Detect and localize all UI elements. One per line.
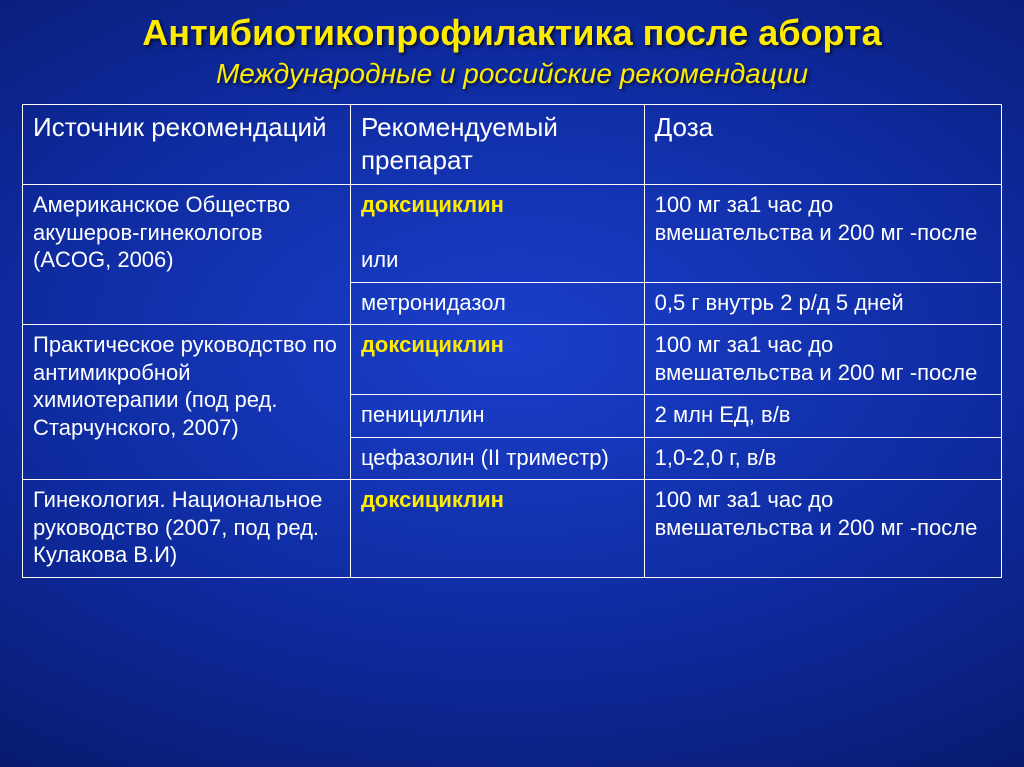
table-header-row: Источник рекомендаций Рекомендуемый преп… — [23, 105, 1002, 185]
slide-container: Антибиотикопрофилактика после аборта Меж… — [0, 0, 1024, 578]
cell-drug: цефазолин (II триместр) — [350, 437, 644, 480]
cell-drug: метронидазол — [350, 282, 644, 325]
header-source: Источник рекомендаций — [23, 105, 351, 185]
cell-dose: 100 мг за1 час до вмешательства и 200 мг… — [644, 185, 1001, 283]
table-row: Гинекология. Национальное руководство (2… — [23, 480, 1002, 578]
drug-highlight: доксициклин — [361, 332, 504, 357]
cell-drug: доксициклин или — [350, 185, 644, 283]
header-dose: Доза — [644, 105, 1001, 185]
cell-dose: 1,0-2,0 г, в/в — [644, 437, 1001, 480]
table-body: Американское Общество акушеров-гинеколог… — [23, 185, 1002, 578]
drug-highlight: доксициклин — [361, 487, 504, 512]
recommendations-table: Источник рекомендаций Рекомендуемый преп… — [22, 104, 1002, 578]
table-row: Практическое руководство по антимикробно… — [23, 325, 1002, 395]
drug-plain: или — [361, 247, 398, 272]
cell-source: Гинекология. Национальное руководство (2… — [23, 480, 351, 578]
table-row: Американское Общество акушеров-гинеколог… — [23, 185, 1002, 283]
cell-dose: 0,5 г внутрь 2 р/д 5 дней — [644, 282, 1001, 325]
cell-drug: пенициллин — [350, 395, 644, 438]
cell-dose: 100 мг за1 час до вмешательства и 200 мг… — [644, 480, 1001, 578]
cell-source: Практическое руководство по антимикробно… — [23, 325, 351, 480]
cell-source: Американское Общество акушеров-гинеколог… — [23, 185, 351, 325]
drug-highlight: доксициклин — [361, 192, 504, 217]
cell-drug: доксициклин — [350, 325, 644, 395]
header-drug: Рекомендуемый препарат — [350, 105, 644, 185]
cell-drug: доксициклин — [350, 480, 644, 578]
slide-subtitle: Международные и российские рекомендации — [22, 58, 1002, 90]
cell-dose: 2 млн ЕД, в/в — [644, 395, 1001, 438]
slide-title: Антибиотикопрофилактика после аборта — [22, 12, 1002, 54]
cell-dose: 100 мг за1 час до вмешательства и 200 мг… — [644, 325, 1001, 395]
